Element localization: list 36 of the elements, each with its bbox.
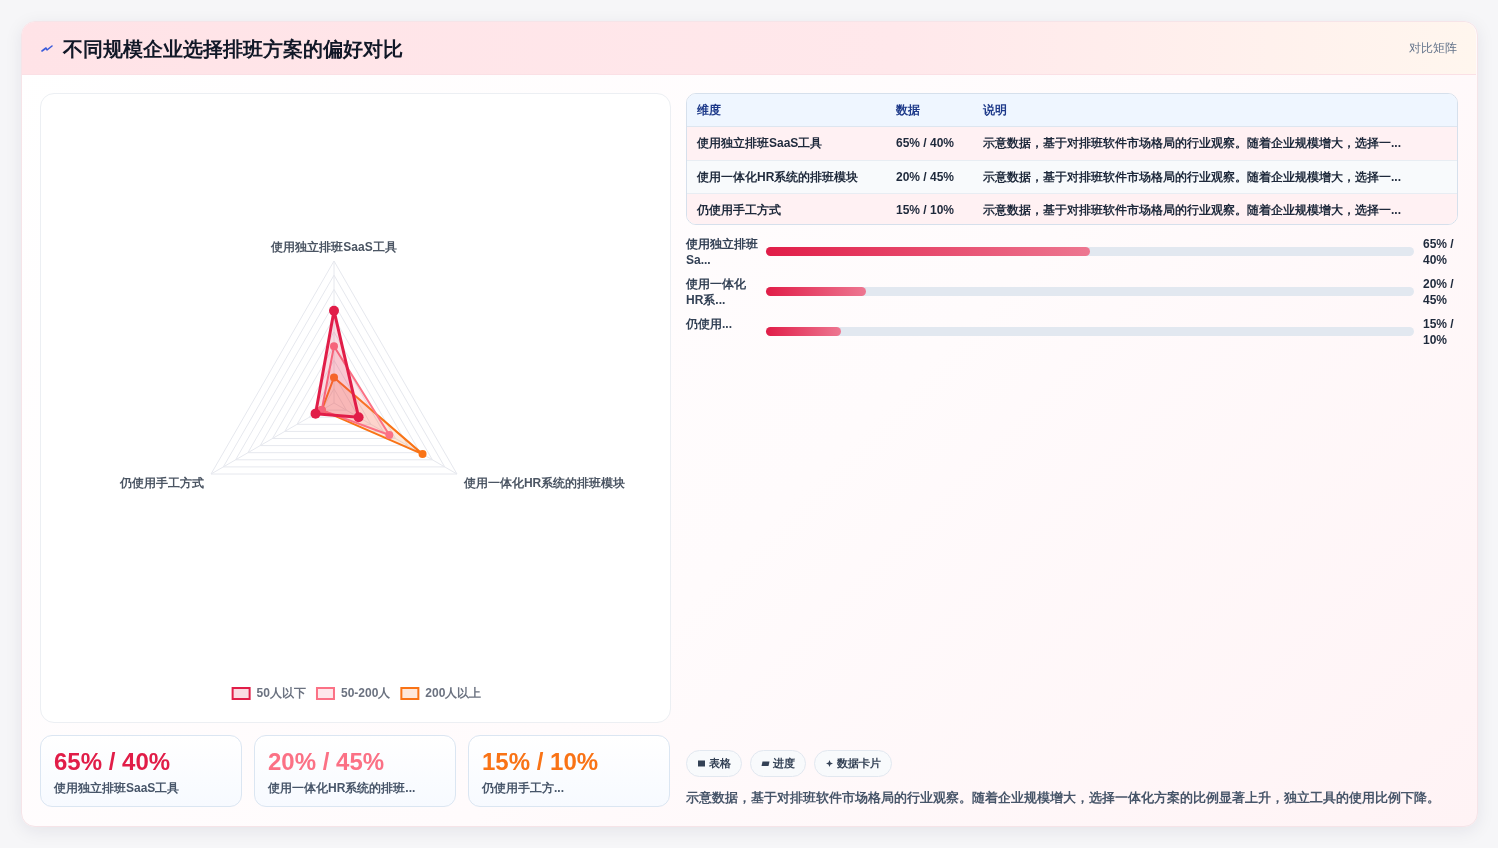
data-label: 15% / 10% <box>1423 316 1455 348</box>
category-label: 表格 <box>709 756 731 771</box>
category-label: 进度 <box>773 756 795 771</box>
text: 15% / 10% <box>482 748 599 775</box>
text: 示意数据，基于对排班软件市场格局的行业观察。随着企业规模增大，选择一... <box>983 136 1402 150</box>
legend-label: 200人以上 <box>425 686 482 701</box>
y-tick-label: 使用独立排班Sa... <box>686 236 759 268</box>
text: 15% / 10% <box>896 203 955 217</box>
text: 示意数据，基于对排班软件市场格局的行业观察。随着企业规模增大，选择一... <box>983 170 1402 184</box>
text: 65% / 40% <box>896 136 955 150</box>
text: 示意数据，基于对排班软件市场格局的行业观察。随着企业规模增大，选择一体化方案的比例显著上升，独立工具的使用比例下降。 <box>686 790 1440 806</box>
legend-label: 50-200人 <box>340 686 392 701</box>
category-label: 使用一体化HR系统的排班... <box>268 780 416 796</box>
category-label: 使用一体化HR系统的排班模块 <box>697 170 859 184</box>
y-tick-label: 仍使用... <box>686 316 733 332</box>
y-tick-label: 使用一体化HR系... <box>686 276 747 308</box>
category-label: 说明 <box>983 102 1007 118</box>
text: 示意数据，基于对排班软件市场格局的行业观察。随着企业规模增大，选择一... <box>983 203 1402 217</box>
category-label: 数据卡片 <box>837 756 881 771</box>
spoke-label: 仍使用手工方式 <box>119 476 205 491</box>
text: 20% / 45% <box>268 748 385 775</box>
text: 不同规模企业选择排班方案的偏好对比 <box>63 37 403 62</box>
category-label: 仍使用手工方式 <box>697 203 781 217</box>
data-label: 65% / 40% <box>1423 236 1455 268</box>
spoke-label: 使用一体化HR系统的排班模块 <box>462 476 626 491</box>
legend-label: 50人以下 <box>256 686 306 701</box>
category-label: 维度 <box>697 102 721 118</box>
category-label: 数据 <box>896 102 920 118</box>
text: 65% / 40% <box>54 748 171 775</box>
text: 20% / 45% <box>896 170 955 184</box>
category-label: 使用独立排班SaaS工具 <box>697 136 823 150</box>
data-label: 20% / 45% <box>1423 276 1455 308</box>
category-label: 使用独立排班SaaS工具 <box>54 780 180 796</box>
text: 对比矩阵 <box>1409 40 1457 56</box>
spoke-label: 使用独立排班SaaS工具 <box>270 240 397 254</box>
category-label: 仍使用手工方... <box>482 780 565 796</box>
